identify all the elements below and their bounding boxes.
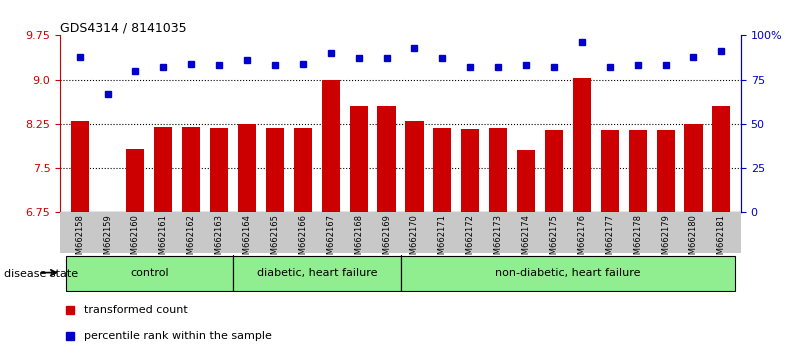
Text: GSM662162: GSM662162 xyxy=(187,215,195,265)
Bar xyxy=(573,78,591,354)
Text: disease state: disease state xyxy=(4,269,78,279)
Bar xyxy=(545,130,563,354)
Text: GDS4314 / 8141035: GDS4314 / 8141035 xyxy=(60,21,187,34)
Bar xyxy=(489,128,507,354)
Text: GSM662161: GSM662161 xyxy=(159,215,168,265)
Text: GSM662178: GSM662178 xyxy=(633,215,642,266)
Bar xyxy=(377,106,396,354)
Text: GSM662163: GSM662163 xyxy=(215,215,223,266)
Bar xyxy=(712,106,731,354)
Bar xyxy=(405,121,424,354)
Bar xyxy=(601,130,619,354)
Text: GSM662158: GSM662158 xyxy=(75,215,84,265)
Text: GSM662165: GSM662165 xyxy=(271,215,280,265)
Bar xyxy=(266,128,284,354)
Text: GSM662159: GSM662159 xyxy=(103,215,112,265)
Text: diabetic, heart failure: diabetic, heart failure xyxy=(256,268,377,279)
Bar xyxy=(294,128,312,354)
Bar xyxy=(70,121,89,354)
Text: GSM662177: GSM662177 xyxy=(606,215,614,266)
Bar xyxy=(210,128,228,354)
Text: GSM662168: GSM662168 xyxy=(354,215,363,266)
Text: GSM662176: GSM662176 xyxy=(578,215,586,266)
Bar xyxy=(657,130,674,354)
Text: GSM662166: GSM662166 xyxy=(298,215,308,266)
Text: transformed count: transformed count xyxy=(84,305,187,315)
Text: GSM662167: GSM662167 xyxy=(326,215,336,266)
Bar xyxy=(684,124,702,354)
Bar xyxy=(433,128,452,354)
Bar xyxy=(629,130,646,354)
Text: non-diabetic, heart failure: non-diabetic, heart failure xyxy=(495,268,641,279)
Bar xyxy=(322,80,340,354)
Text: GSM662171: GSM662171 xyxy=(438,215,447,265)
Text: GSM662172: GSM662172 xyxy=(465,215,475,265)
Text: GSM662173: GSM662173 xyxy=(493,215,503,266)
Text: GSM662180: GSM662180 xyxy=(689,215,698,265)
Text: GSM662160: GSM662160 xyxy=(131,215,140,265)
Bar xyxy=(66,256,233,291)
Bar xyxy=(349,106,368,354)
Bar xyxy=(461,129,479,354)
Bar xyxy=(127,149,144,354)
Bar xyxy=(400,256,735,291)
Bar xyxy=(155,127,172,354)
Text: control: control xyxy=(130,268,169,279)
Text: GSM662179: GSM662179 xyxy=(661,215,670,265)
Bar xyxy=(99,218,117,354)
Text: GSM662174: GSM662174 xyxy=(521,215,530,265)
Text: percentile rank within the sample: percentile rank within the sample xyxy=(84,331,272,341)
Text: GSM662181: GSM662181 xyxy=(717,215,726,265)
Bar xyxy=(233,256,400,291)
Text: GSM662169: GSM662169 xyxy=(382,215,391,265)
Text: GSM662170: GSM662170 xyxy=(410,215,419,265)
Text: GSM662164: GSM662164 xyxy=(243,215,252,265)
Bar xyxy=(517,150,535,354)
Bar xyxy=(182,127,200,354)
Bar xyxy=(238,124,256,354)
Text: GSM662175: GSM662175 xyxy=(549,215,558,265)
